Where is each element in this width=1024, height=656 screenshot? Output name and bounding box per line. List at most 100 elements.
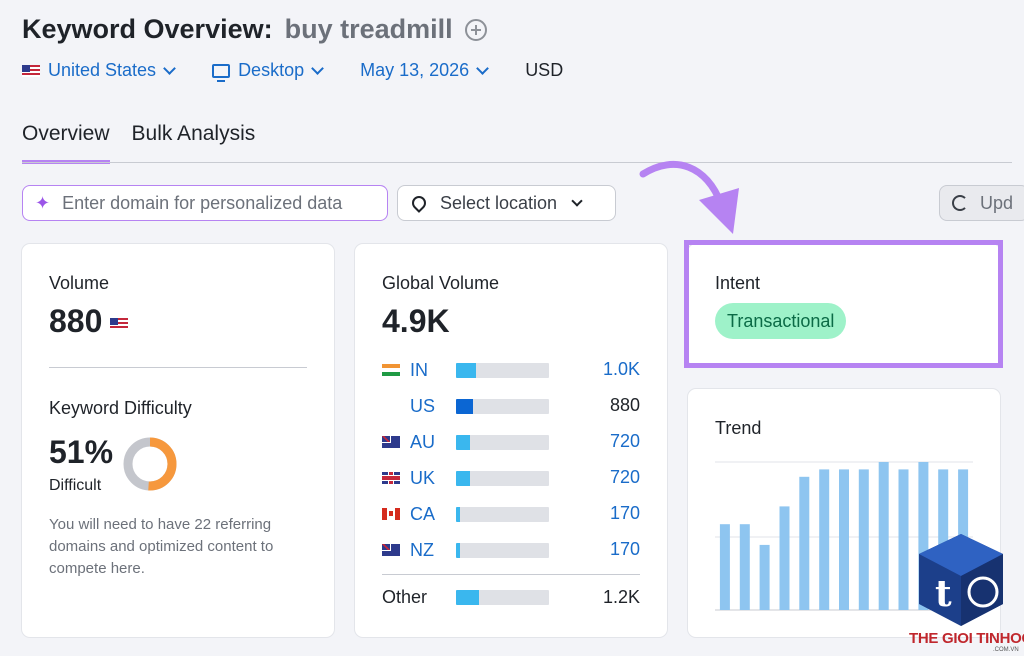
kd-level: Difficult xyxy=(49,477,102,494)
country-bar-track xyxy=(456,399,549,414)
volume-label: Volume xyxy=(49,273,110,293)
watermark: t THE GIOI TINHOC .COM.VN xyxy=(903,532,1024,656)
tabs-divider xyxy=(22,162,1012,163)
domain-input[interactable]: ✦ Enter domain for personalized data xyxy=(22,185,388,221)
trend-bar xyxy=(878,462,889,610)
country-bar-fill xyxy=(456,399,473,414)
trend-label: Trend xyxy=(715,418,762,438)
filter-bar: United States Desktop May 13, 2026 USD xyxy=(22,60,564,82)
volume-divider xyxy=(49,367,307,368)
global-divider xyxy=(382,574,640,575)
country-value[interactable]: 720 xyxy=(609,467,640,487)
trend-bar xyxy=(779,506,790,610)
country-dropdown[interactable]: United States xyxy=(22,60,176,81)
other-bar-track xyxy=(456,590,549,605)
in-flag-icon xyxy=(382,364,400,376)
country-value[interactable]: 170 xyxy=(609,539,640,559)
country-row: NZ xyxy=(382,539,450,561)
location-select[interactable]: Select location xyxy=(397,185,616,221)
update-label: Upd xyxy=(980,192,1014,213)
chevron-down-icon xyxy=(311,61,324,75)
update-button[interactable]: Upd xyxy=(939,185,1024,221)
watermark-domain: .COM.VN xyxy=(993,647,1019,653)
country-bar-fill xyxy=(456,507,460,522)
trend-bar xyxy=(799,476,810,610)
intent-label: Intent xyxy=(715,273,761,293)
country-bar-fill xyxy=(456,543,460,558)
kd-donut-arc xyxy=(123,437,177,491)
tab-overview[interactable]: Overview xyxy=(22,122,110,164)
kd-label: Keyword Difficulty xyxy=(49,398,192,418)
us-flag-icon xyxy=(22,64,40,77)
us-flag-icon xyxy=(110,317,129,330)
tab-bar: Overview Bulk Analysis xyxy=(22,122,277,164)
currency-label: USD xyxy=(525,60,564,80)
trend-bar xyxy=(938,469,949,610)
watermark-logo-icon: t xyxy=(919,534,1003,626)
kd-note: You will need to have 22 referring domai… xyxy=(49,516,274,577)
chevron-down-icon xyxy=(476,61,490,75)
refresh-icon xyxy=(952,195,968,211)
country-value[interactable]: 720 xyxy=(609,431,640,451)
ca-flag-icon xyxy=(382,508,400,520)
location-placeholder: Select location xyxy=(440,192,558,213)
trend-bar xyxy=(739,524,750,610)
monitor-icon xyxy=(212,63,231,82)
other-label: Other xyxy=(382,587,428,607)
annotation-arrow-icon xyxy=(639,161,739,234)
country-bar-track xyxy=(456,435,549,450)
country-code[interactable]: US xyxy=(410,395,436,416)
country-bar-track xyxy=(456,471,549,486)
volume-value-row: 880 xyxy=(49,303,129,340)
country-code[interactable]: AU xyxy=(410,431,436,452)
country-row: IN xyxy=(382,359,450,381)
country-code[interactable]: CA xyxy=(410,503,436,524)
chevron-down-icon xyxy=(571,195,583,207)
nz-flag-icon xyxy=(382,544,400,556)
global-volume-label: Global Volume xyxy=(382,273,500,293)
page-header: Keyword Overview: buy treadmill xyxy=(22,14,487,45)
country-value[interactable]: 1.0K xyxy=(602,359,640,379)
country-code[interactable]: UK xyxy=(410,467,436,488)
tab-bulk-analysis[interactable]: Bulk Analysis xyxy=(131,122,256,145)
country-code[interactable]: NZ xyxy=(410,539,434,560)
country-bar-fill xyxy=(456,435,470,450)
intent-highlight-frame xyxy=(684,240,1003,368)
page-title: Keyword Overview: xyxy=(22,14,273,44)
other-bar-fill xyxy=(456,590,480,605)
us-flag-icon xyxy=(382,400,400,412)
location-pin-icon xyxy=(409,193,429,213)
country-value[interactable]: 170 xyxy=(609,503,640,523)
country-code[interactable]: IN xyxy=(410,359,428,380)
other-value: 1.2K xyxy=(602,587,640,607)
global-volume-value: 4.9K xyxy=(382,303,450,339)
trend-bar xyxy=(918,462,929,610)
device-dropdown[interactable]: Desktop xyxy=(212,60,324,82)
watermark-brand: THE GIOI TINHOC xyxy=(909,630,1024,647)
trend-bar xyxy=(839,469,849,610)
country-bar-track xyxy=(456,363,549,378)
device-label: Desktop xyxy=(238,60,305,80)
volume-value: 880 xyxy=(49,303,103,339)
volume-card xyxy=(22,244,334,637)
country-bar-fill xyxy=(456,363,476,378)
date-dropdown[interactable]: May 13, 2026 xyxy=(360,60,490,81)
uk-flag-icon xyxy=(382,472,400,484)
country-row: AU xyxy=(382,431,450,453)
country-bar-track xyxy=(456,543,549,558)
country-label: United States xyxy=(48,60,157,80)
country-bar-track xyxy=(456,507,549,522)
country-row: UK xyxy=(382,467,450,489)
keyword-title: buy treadmill xyxy=(284,14,453,44)
domain-placeholder: Enter domain for personalized data xyxy=(62,192,343,213)
au-flag-icon xyxy=(382,436,400,448)
svg-text:t: t xyxy=(935,573,952,615)
date-label: May 13, 2026 xyxy=(360,60,470,80)
kd-donut-chart xyxy=(123,437,177,491)
sparkle-icon: ✦ xyxy=(35,192,51,213)
add-circle-icon[interactable] xyxy=(464,18,487,41)
trend-bar xyxy=(898,469,909,610)
country-bar-fill xyxy=(456,471,470,486)
trend-bar xyxy=(759,544,770,610)
country-value: 880 xyxy=(609,395,640,415)
